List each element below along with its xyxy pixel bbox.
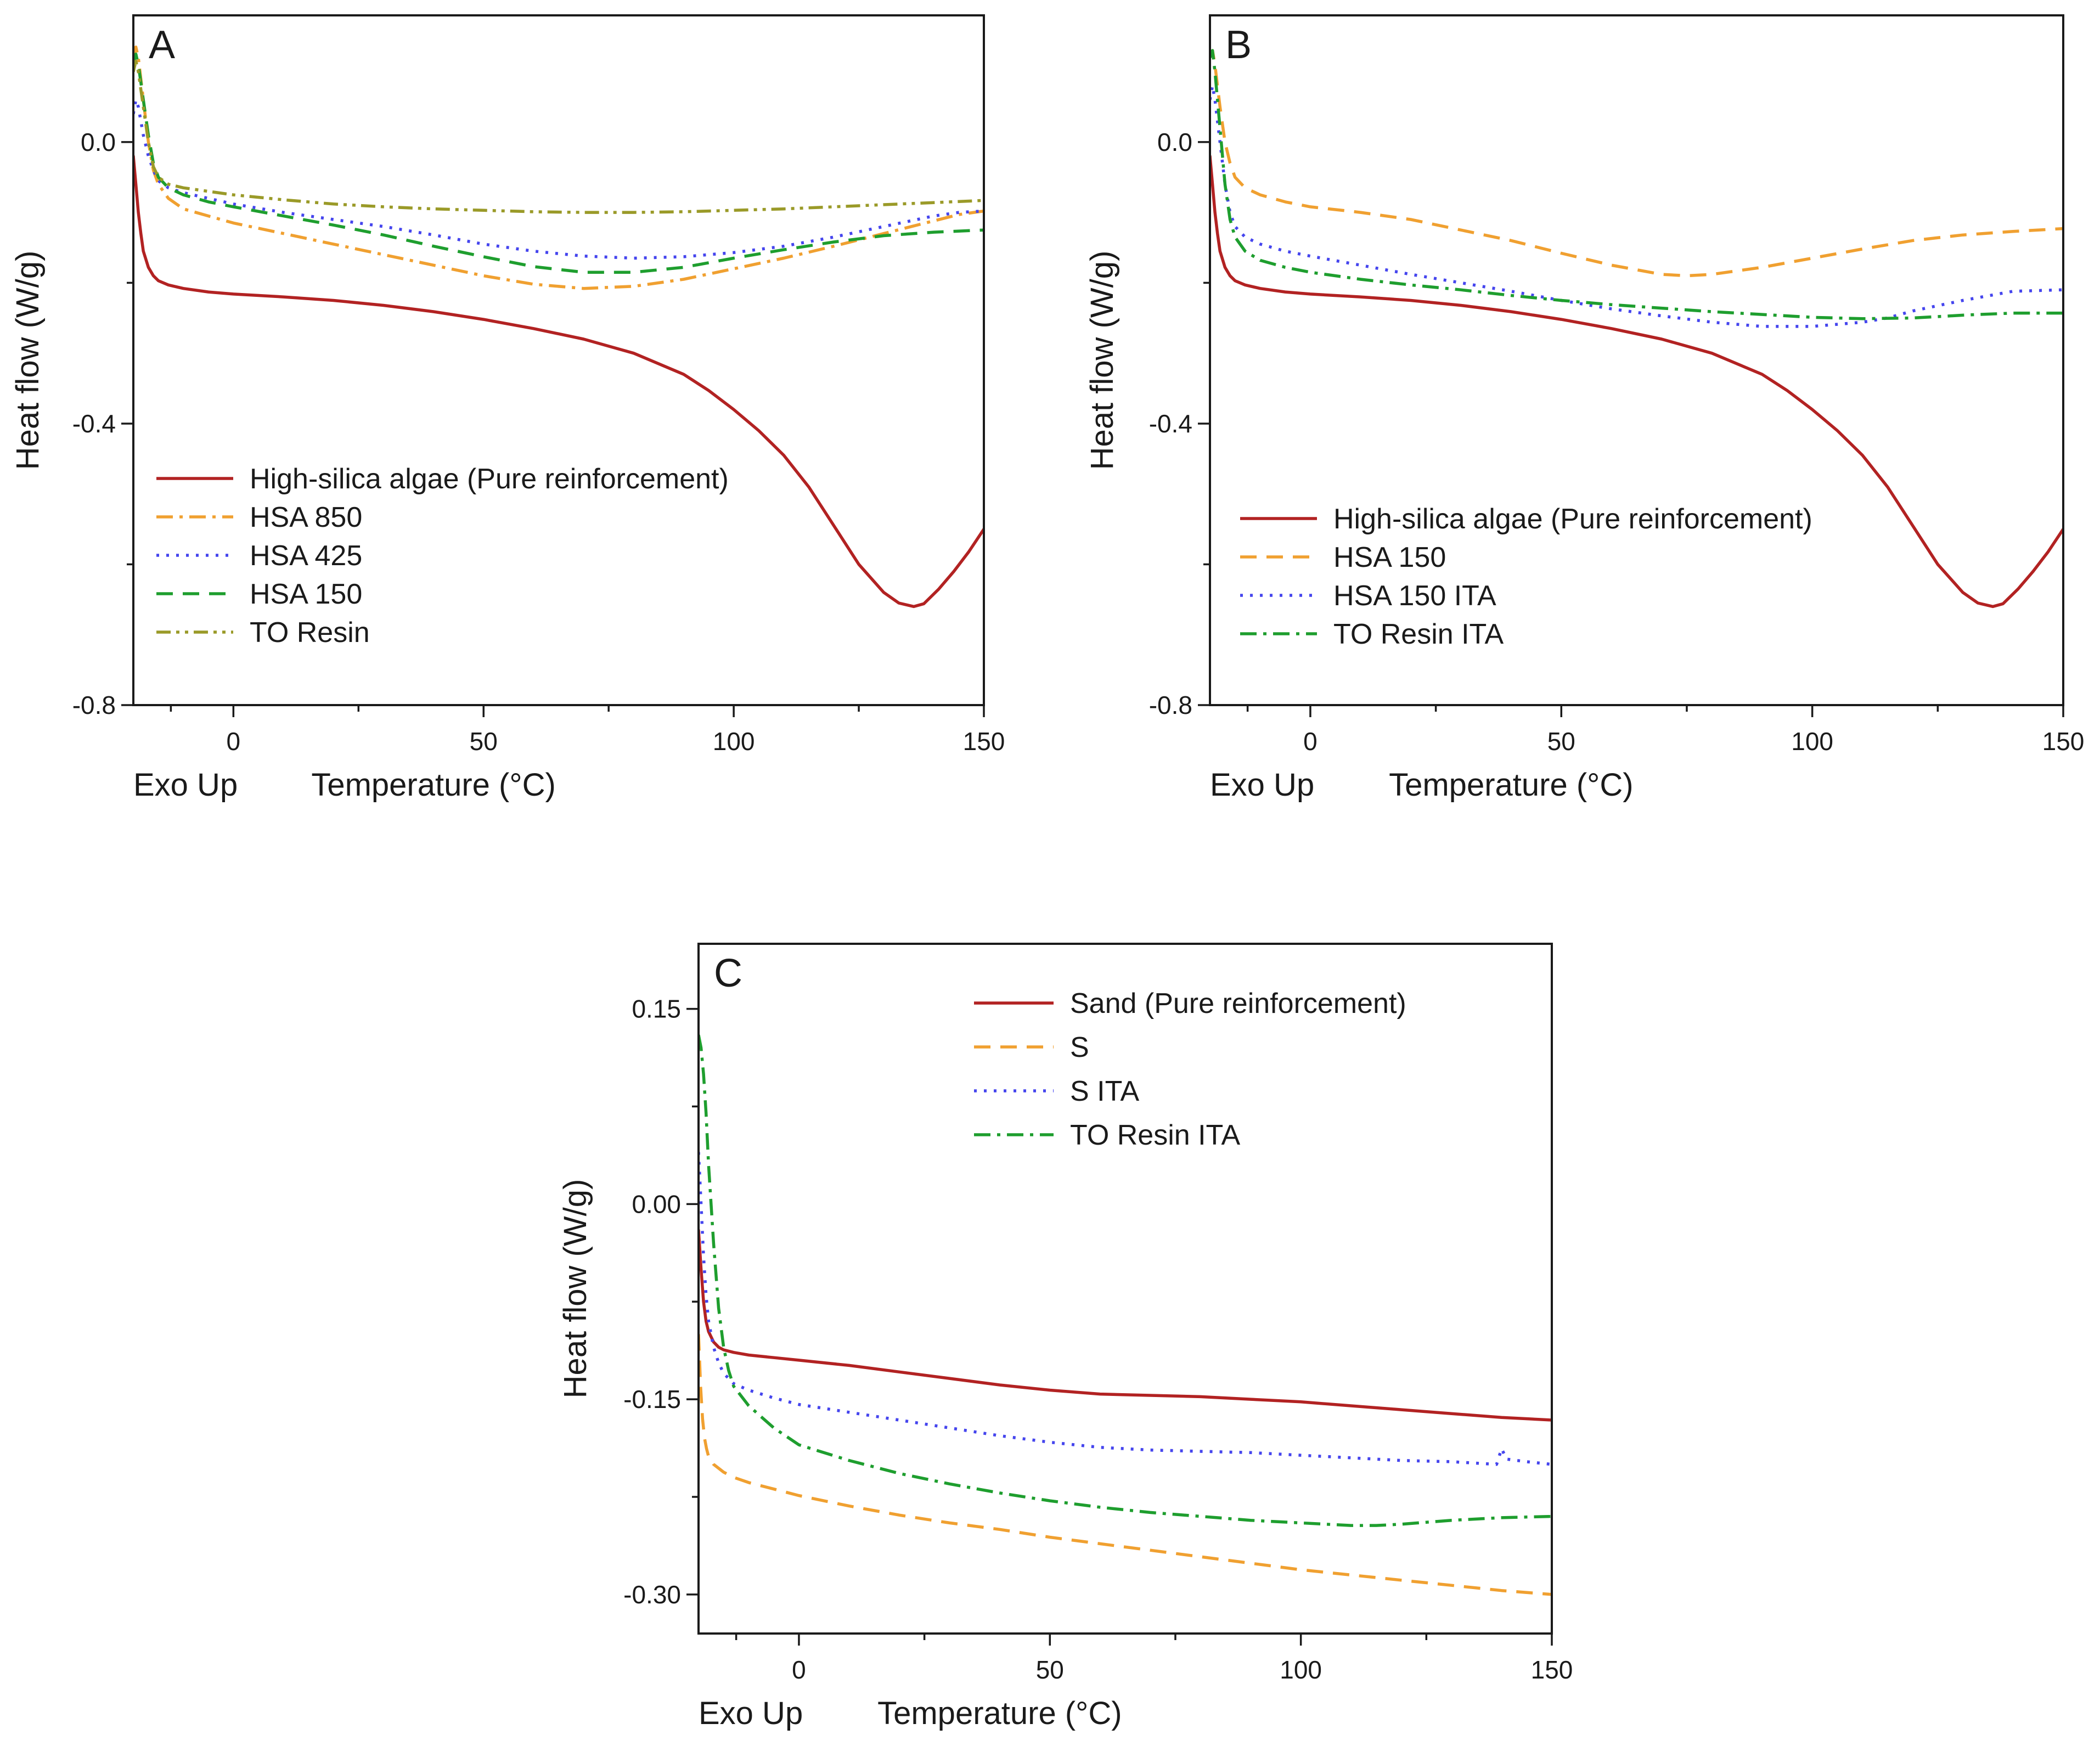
y-tick-label-c-1: 0.00 [632, 1190, 681, 1218]
y-tick-label-b-1: -0.4 [1149, 409, 1192, 438]
plot-frame-c [697, 943, 1553, 1635]
x-tick-label-b-1: 50 [1547, 727, 1575, 756]
series-line-b-0 [1210, 154, 2063, 609]
series-line-a-3 [133, 52, 984, 274]
panel-b: 0 50 100 150 0.0 -0.4 -0.8 B High-silica algae (… [1084, 14, 2085, 803]
panel-letter-b: B [1225, 23, 1252, 67]
x-axis-title-c: Temperature (°C) [877, 1696, 1122, 1731]
y-tick-label-c-2: -0.15 [623, 1385, 681, 1413]
series-line-c-3 [699, 1034, 1552, 1527]
series-line-b-2 [1210, 84, 2063, 328]
x-tick-label-c-0: 0 [792, 1655, 806, 1684]
series-line-b-1 [1210, 49, 2063, 278]
y-axis-title-b: Heat flow (W/g) [1084, 251, 1120, 470]
plot-frame-a [132, 14, 985, 706]
legend-label-b-0: High-silica algae (Pure reinforcement) [1333, 503, 1812, 535]
x-tick-label-c-3: 150 [1531, 1655, 1573, 1684]
plot-frame-b [1209, 14, 2064, 706]
series-line-a-1 [133, 45, 984, 290]
series-line-c-0 [699, 1229, 1552, 1422]
x-tick-label-b-2: 100 [1791, 727, 1833, 756]
x-tick-label-a-3: 150 [963, 727, 1005, 756]
panel-letter-c: C [714, 951, 742, 995]
legend-label-b-2: HSA 150 ITA [1333, 580, 1496, 612]
exo-up-note-a: Exo Up [133, 767, 238, 803]
legend-label-b-3: TO Resin ITA [1333, 618, 1504, 650]
exo-up-note-b: Exo Up [1210, 767, 1314, 803]
legend-label-c-1: S [1070, 1032, 1089, 1063]
panel-a: 0 50 100 150 0.0 -0.4 -0.8 A High-silica algae (… [10, 14, 1005, 803]
x-tick-label-b-0: 0 [1303, 727, 1318, 756]
y-tick-label-a-2: -0.8 [72, 691, 116, 719]
legend-label-a-1: HSA 850 [250, 502, 362, 533]
legend-label-a-3: HSA 150 [250, 578, 362, 610]
y-tick-label-c-0: 0.15 [632, 995, 681, 1023]
legend-label-a-0: High-silica algae (Pure reinforcement) [250, 463, 729, 495]
series-line-a-4 [133, 59, 984, 214]
exo-up-note-c: Exo Up [699, 1696, 803, 1731]
x-tick-label-c-1: 50 [1036, 1655, 1064, 1684]
legend-label-a-4: TO Resin [250, 617, 370, 649]
y-axis-title-a: Heat flow (W/g) [10, 251, 46, 470]
legend-label-c-2: S ITA [1070, 1075, 1139, 1107]
series-line-c-2 [699, 1152, 1552, 1466]
series-line-c-1 [699, 1334, 1552, 1596]
y-axis-title-c: Heat flow (W/g) [558, 1179, 593, 1399]
y-tick-label-b-0: 0.0 [1157, 128, 1192, 156]
legend-label-c-0: Sand (Pure reinforcement) [1070, 988, 1406, 1020]
y-tick-label-b-2: -0.8 [1149, 691, 1192, 719]
x-tick-label-b-3: 150 [2042, 727, 2085, 756]
series-line-a-0 [133, 154, 984, 609]
x-tick-label-a-1: 50 [470, 727, 498, 756]
legend-label-b-1: HSA 150 [1333, 542, 1446, 573]
panel-letter-a: A [149, 23, 175, 67]
x-axis-title-a: Temperature (°C) [311, 767, 555, 803]
x-tick-label-a-0: 0 [227, 727, 241, 756]
series-line-b-3 [1210, 49, 2063, 320]
series-line-a-2 [133, 98, 984, 260]
x-tick-label-c-2: 100 [1280, 1655, 1322, 1684]
y-tick-label-c-3: -0.30 [623, 1580, 681, 1609]
x-axis-title-b: Temperature (°C) [1389, 767, 1633, 803]
panel-c: 0 50 100 150 0.15 0.00 -0.15 -0.30 C Sand (Pure r… [558, 943, 1573, 1731]
legend-label-a-2: HSA 425 [250, 540, 362, 572]
legend-label-c-3: TO Resin ITA [1070, 1119, 1240, 1151]
y-tick-label-a-1: -0.4 [72, 409, 116, 438]
x-tick-label-a-2: 100 [713, 727, 755, 756]
y-tick-label-a-0: 0.0 [81, 128, 116, 156]
